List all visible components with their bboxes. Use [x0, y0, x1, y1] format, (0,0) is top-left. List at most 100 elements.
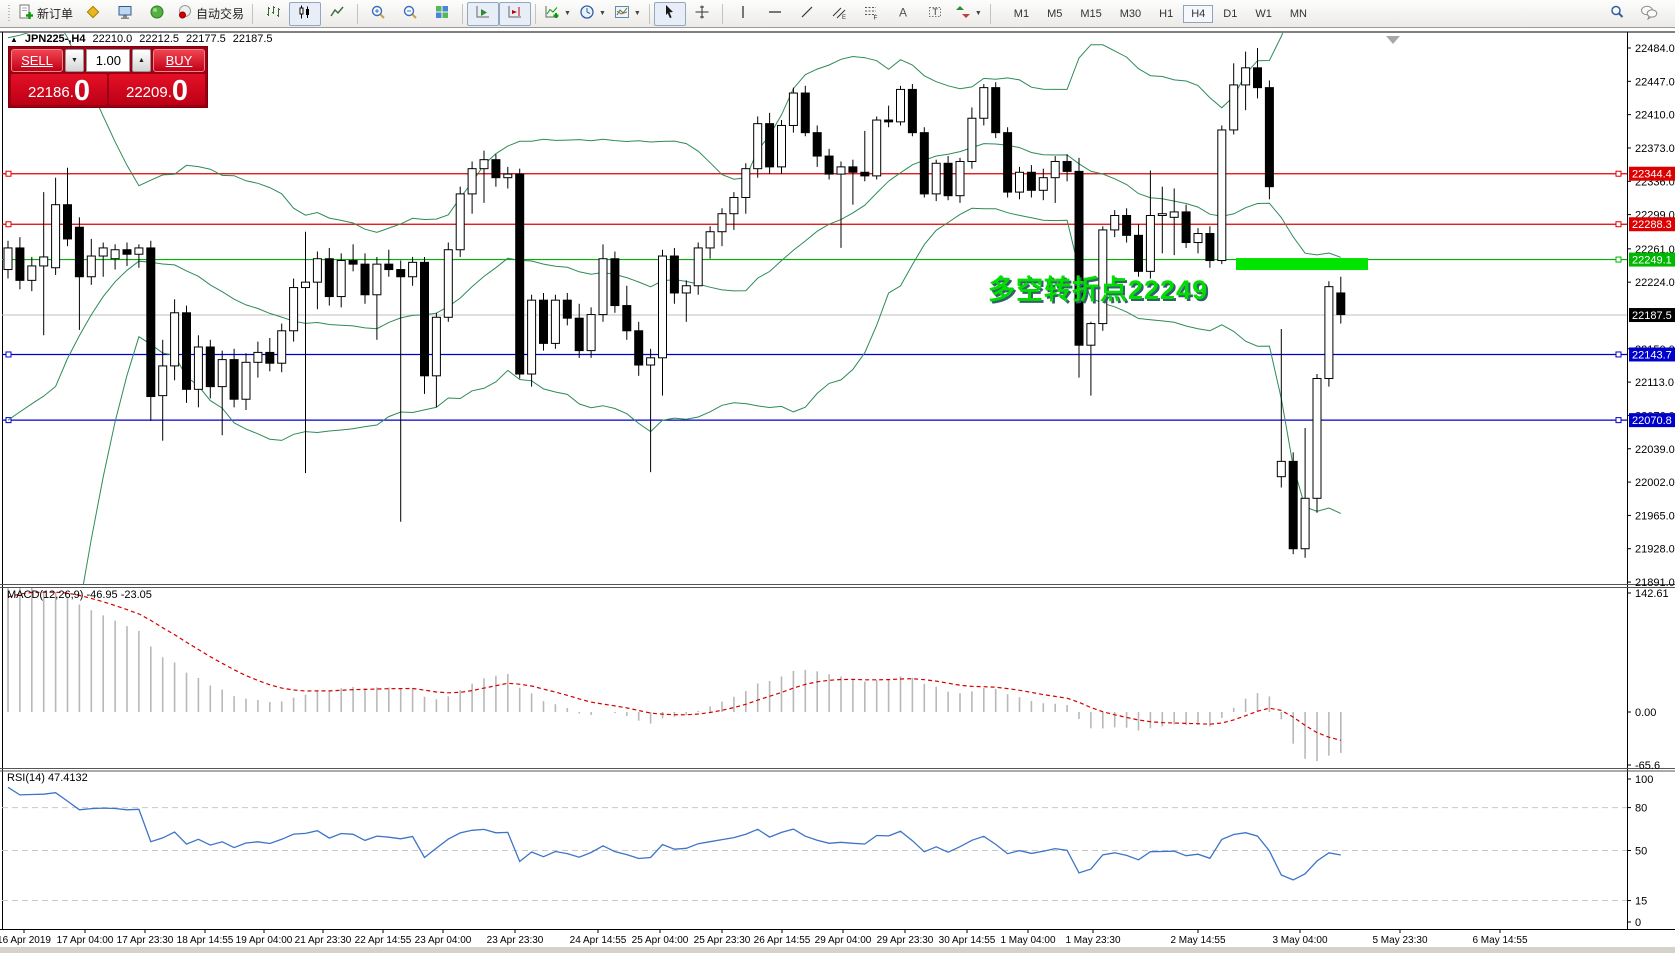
tab-timeframe-MN[interactable]: MN — [1289, 7, 1307, 20]
time-axis[interactable]: 16 Apr 2019 17 Apr 04:00 17 Apr 23:30 18 Ap… — [0, 929, 1528, 946]
chart-text-annotation[interactable]: 多空转折点22249 — [988, 275, 1209, 305]
tab-timeframe-M30[interactable]: M30 — [1119, 7, 1142, 20]
svg-text:50: 50 — [1635, 846, 1647, 858]
svg-text:-65.6: -65.6 — [1635, 760, 1660, 772]
tab-timeframe-M1[interactable]: M1 — [1013, 7, 1030, 20]
volume-increase-button[interactable]: ▲ — [132, 49, 151, 72]
text-label-icon: T — [927, 4, 943, 23]
indicators-icon — [544, 4, 560, 23]
tab-timeframe-M15[interactable]: M15 — [1080, 7, 1102, 20]
tab-timeframe-D1[interactable]: D1 — [1223, 7, 1238, 20]
volume-input[interactable]: 1.00 — [86, 49, 130, 72]
bar-chart-button[interactable] — [257, 2, 289, 26]
price-axis[interactable]: 22484.022447.022410.022373.022336.022299… — [1627, 43, 1675, 589]
zoom-out-icon — [402, 4, 418, 23]
svg-text:29 Apr 04:00: 29 Apr 04:00 — [815, 935, 872, 946]
svg-text:A: A — [899, 6, 907, 20]
indicators-button[interactable]: ▼ — [540, 2, 575, 26]
svg-text:19 Apr 04:00: 19 Apr 04:00 — [236, 935, 293, 946]
rsi-panel: 100 80 50 15 0 — [2, 774, 1653, 929]
tile-windows-icon — [434, 4, 450, 23]
svg-text:80: 80 — [1635, 803, 1647, 815]
line-chart-button[interactable] — [321, 2, 353, 26]
svg-text:22070.8: 22070.8 — [1632, 415, 1672, 427]
arrow-shapes-icon — [955, 4, 971, 23]
sell-button[interactable]: SELL — [11, 49, 63, 72]
low-value: 22177.5 — [186, 33, 226, 45]
tab-timeframe-W1[interactable]: W1 — [1255, 7, 1272, 20]
svg-text:23 Apr 04:00: 23 Apr 04:00 — [415, 935, 472, 946]
crosshair-button[interactable] — [686, 2, 718, 26]
svg-text:23 Apr 23:30: 23 Apr 23:30 — [487, 935, 544, 946]
zoom-in-button[interactable] — [362, 2, 394, 26]
chevron-down-icon: ▼ — [564, 10, 571, 17]
svg-text:22002.0: 22002.0 — [1635, 477, 1675, 489]
buy-button[interactable]: BUY — [153, 49, 205, 72]
toolbar-grip[interactable] — [7, 4, 11, 23]
cursor-button[interactable] — [653, 1, 686, 26]
toolbar-separator — [252, 3, 254, 24]
svg-text:21965.0: 21965.0 — [1635, 510, 1675, 522]
svg-text:15: 15 — [1635, 896, 1647, 908]
candlestick-chart-button[interactable] — [289, 1, 322, 26]
toolbar-separator — [357, 3, 359, 24]
chart-shift-marker[interactable] — [1386, 36, 1400, 44]
vertical-line-tool-button[interactable] — [727, 2, 759, 26]
chat-button[interactable] — [1633, 2, 1665, 26]
svg-text:F: F — [873, 15, 877, 21]
arrows-tool-button[interactable]: ▼ — [951, 2, 986, 26]
chevron-down-icon: ▼ — [633, 10, 641, 17]
horizontal-line-icon — [767, 4, 783, 23]
svg-text:17 Apr 04:00: 17 Apr 04:00 — [57, 935, 114, 946]
sell-price-display[interactable]: 22186. 0 — [11, 74, 107, 106]
timeframe-group: M1 M5 M15 M30 H1 H4 D1 W1 MN — [1005, 4, 1316, 23]
svg-text:22 Apr 14:55: 22 Apr 14:55 — [355, 935, 412, 946]
trendline-tool-button[interactable] — [791, 2, 823, 26]
auto-scroll-button[interactable] — [467, 1, 500, 26]
svg-text:17 Apr 23:30: 17 Apr 23:30 — [117, 935, 174, 946]
chart-ohlc-header: ▲ JPN225-,H4 22210.0 22212.5 22177.5 221… — [10, 33, 273, 45]
text-tool-button[interactable]: A — [887, 2, 919, 26]
periods-button[interactable]: ▼ — [575, 2, 610, 26]
svg-text:T: T — [932, 7, 938, 17]
zoom-in-icon — [370, 4, 386, 23]
volume-decrease-button[interactable]: ▼ — [65, 49, 84, 72]
svg-text:22373.0: 22373.0 — [1635, 143, 1675, 155]
zoom-out-button[interactable] — [394, 2, 426, 26]
horizontal-line-tool-button[interactable] — [759, 2, 791, 26]
candlestick-chart-icon — [297, 4, 313, 23]
text-label-tool-button[interactable]: T — [919, 2, 951, 26]
equidistant-channel-icon: E — [831, 4, 847, 23]
main-toolbar: 新订单 自动交易 ▼ ▼ — [0, 0, 1675, 28]
channel-tool-button[interactable]: E — [823, 2, 855, 26]
buy-price-display[interactable]: 22209. 0 — [109, 74, 205, 106]
signal-orb-icon — [149, 4, 165, 23]
svg-text:0.00: 0.00 — [1635, 707, 1656, 719]
templates-button[interactable]: ▼ — [610, 2, 645, 26]
svg-text:21891.0: 21891.0 — [1635, 577, 1675, 589]
svg-text:25 Apr 04:00: 25 Apr 04:00 — [632, 935, 689, 946]
svg-text:22344.4: 22344.4 — [1632, 169, 1672, 181]
svg-text:30 Apr 14:55: 30 Apr 14:55 — [939, 935, 996, 946]
buy-price-sep: . — [167, 84, 172, 101]
highlight-bar[interactable] — [1236, 258, 1368, 271]
clock-icon — [579, 4, 595, 23]
tab-timeframe-H1[interactable]: H1 — [1159, 7, 1174, 20]
chat-bubbles-icon — [1640, 4, 1658, 23]
market-watch-button[interactable] — [109, 2, 141, 26]
tile-windows-button[interactable] — [426, 2, 458, 26]
svg-text:22113.0: 22113.0 — [1635, 377, 1674, 389]
tab-timeframe-M5[interactable]: M5 — [1047, 7, 1063, 20]
chart-shift-button[interactable] — [499, 1, 532, 26]
collapse-trade-panel-icon[interactable]: ▲ — [10, 34, 18, 44]
signals-button[interactable] — [141, 2, 173, 26]
new-order-button[interactable]: 新订单 — [14, 2, 77, 26]
tab-timeframe-H4[interactable]: H4 — [1183, 4, 1214, 23]
fibonacci-tool-button[interactable]: F — [855, 2, 887, 26]
metaeditor-button[interactable] — [77, 2, 109, 26]
autotrading-button[interactable]: 自动交易 — [173, 2, 248, 26]
search-button[interactable] — [1601, 2, 1633, 26]
spin-up-icon: ▲ — [138, 57, 145, 64]
template-chart-icon — [614, 4, 630, 23]
